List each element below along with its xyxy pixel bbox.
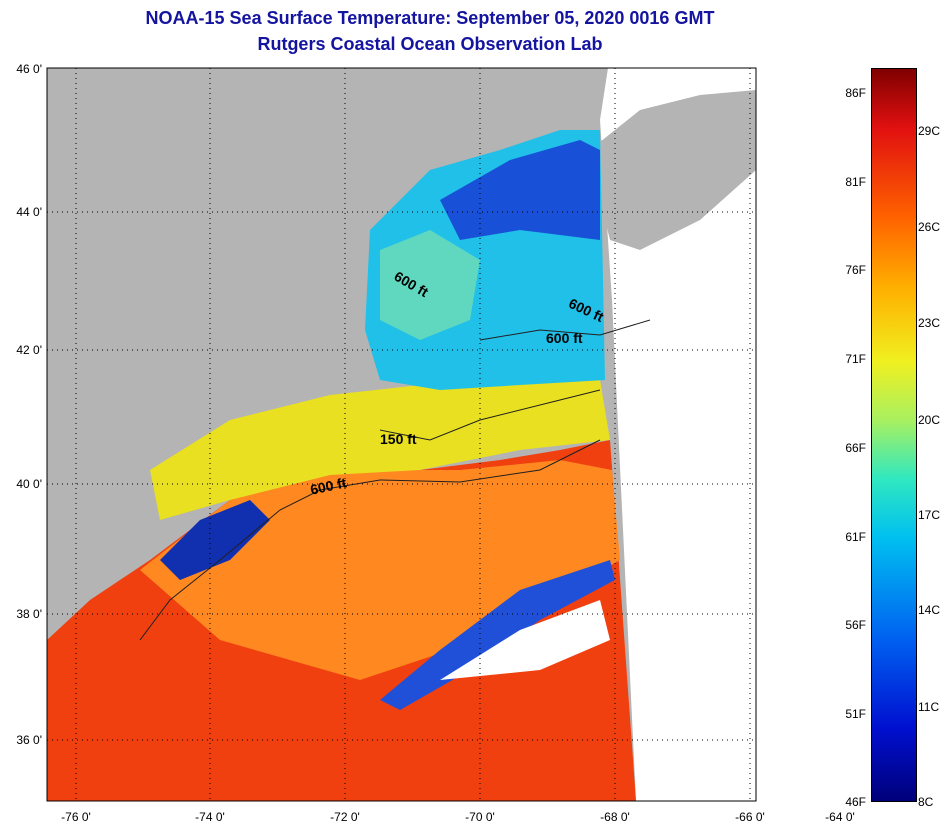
- lon-tick-label: -72 0': [330, 810, 360, 824]
- colorbar-fahrenheit-label: 61F: [845, 530, 866, 544]
- colorbar-celsius-label: 17C: [918, 508, 941, 522]
- colorbar-celsius-label: 11C: [918, 700, 940, 714]
- lon-tick-label: -68 0': [600, 810, 630, 824]
- colorbar-fahrenheit-label: 46F: [845, 795, 866, 809]
- no-data-region: [600, 68, 756, 801]
- map-title: NOAA-15 Sea Surface Temperature: Septemb…: [145, 8, 715, 28]
- colorbar-celsius-label: 23C: [918, 316, 941, 330]
- contour-label: 600 ft: [546, 330, 583, 346]
- colorbar-fahrenheit-label: 66F: [845, 441, 866, 455]
- colorbar-fahrenheit-label: 51F: [845, 707, 866, 721]
- cold-coastal-water: [440, 140, 600, 240]
- colorbar-fahrenheit-label: 71F: [845, 352, 866, 366]
- graticule: [47, 68, 756, 801]
- depth-contour-600: [139, 439, 601, 641]
- colorbar-fahrenheit-label: 86F: [845, 86, 866, 100]
- lon-tick-label: -76 0': [61, 810, 91, 824]
- lon-tick-label: -74 0': [195, 810, 225, 824]
- colorbar-celsius-label: 20C: [918, 413, 941, 427]
- contour-label: 150 ft: [380, 431, 417, 447]
- lat-tick-label: 46 0': [16, 62, 42, 76]
- map-frame: [46, 67, 757, 802]
- lat-tick-label: 44 0': [16, 205, 42, 219]
- lon-tick-label: -70 0': [465, 810, 495, 824]
- lat-tick-label: 38 0': [16, 607, 42, 621]
- cold-filament: [380, 560, 615, 710]
- nova-scotia-land: [590, 90, 756, 250]
- depth-contour-600-b: [479, 319, 651, 341]
- colorbar-fahrenheit-label: 76F: [845, 263, 866, 277]
- colorbar-fahrenheit-label: 56F: [845, 618, 866, 632]
- shelf-water: [150, 380, 610, 520]
- lon-tick-label: -64 0': [825, 810, 855, 824]
- colorbar-fahrenheit-label: 81F: [845, 175, 866, 189]
- cloud-patch: [440, 600, 610, 680]
- lat-tick-label: 42 0': [16, 343, 42, 357]
- map-subtitle: Rutgers Coastal Ocean Observation Lab: [257, 34, 603, 54]
- colorbar-celsius-label: 8C: [918, 795, 934, 809]
- colorbar-celsius-label: 26C: [918, 220, 941, 234]
- lon-tick-label: -66 0': [735, 810, 765, 824]
- colorbar-celsius-label: 29C: [918, 124, 941, 138]
- depth-contour-150: [379, 389, 601, 441]
- colorbar-celsius-label: 14C: [918, 603, 941, 617]
- temperature-colorbar: [871, 68, 917, 802]
- lat-tick-label: 40 0': [16, 477, 42, 491]
- lat-tick-label: 36 0': [16, 733, 42, 747]
- cold-upwelling: [160, 500, 270, 580]
- gulf-interior: [380, 230, 480, 340]
